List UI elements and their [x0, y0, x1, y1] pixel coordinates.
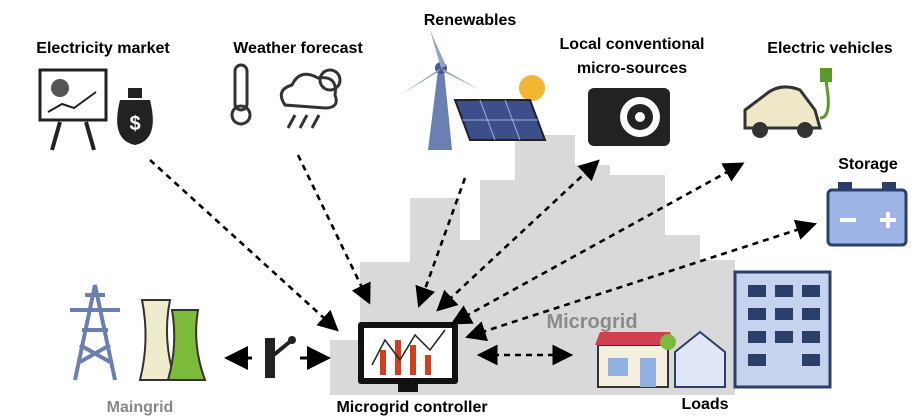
- maingrid-icon: [70, 285, 205, 380]
- micro-sources-icon: [588, 88, 670, 146]
- weather-forecast-icon: [232, 65, 340, 128]
- arrow: [298, 155, 368, 300]
- switch-icon: [265, 336, 296, 378]
- node-label: Maingrid: [107, 399, 174, 416]
- diagram: $: [0, 0, 914, 416]
- node-label: Storage: [838, 156, 898, 173]
- node-label: Electric vehicles: [767, 40, 893, 57]
- node-label: micro-sources: [577, 60, 687, 77]
- controller-icon: [358, 322, 458, 392]
- electric-vehicles-icon: [745, 68, 832, 138]
- renewables-icon: [400, 30, 545, 150]
- arrow: [150, 160, 335, 328]
- page: $: [0, 0, 914, 416]
- node-label: Loads: [681, 396, 728, 413]
- node-label: Weather forecast: [233, 40, 363, 57]
- node-label: Electricity market: [36, 40, 170, 57]
- electricity-market-icon: $: [40, 70, 153, 150]
- storage-icon: [828, 182, 906, 245]
- svg-text:$: $: [129, 113, 140, 135]
- node-label: Renewables: [424, 12, 517, 29]
- node-label: Microgrid: [546, 311, 637, 333]
- node-label: Microgrid controller: [336, 399, 487, 416]
- node-label: Local conventional: [560, 36, 705, 53]
